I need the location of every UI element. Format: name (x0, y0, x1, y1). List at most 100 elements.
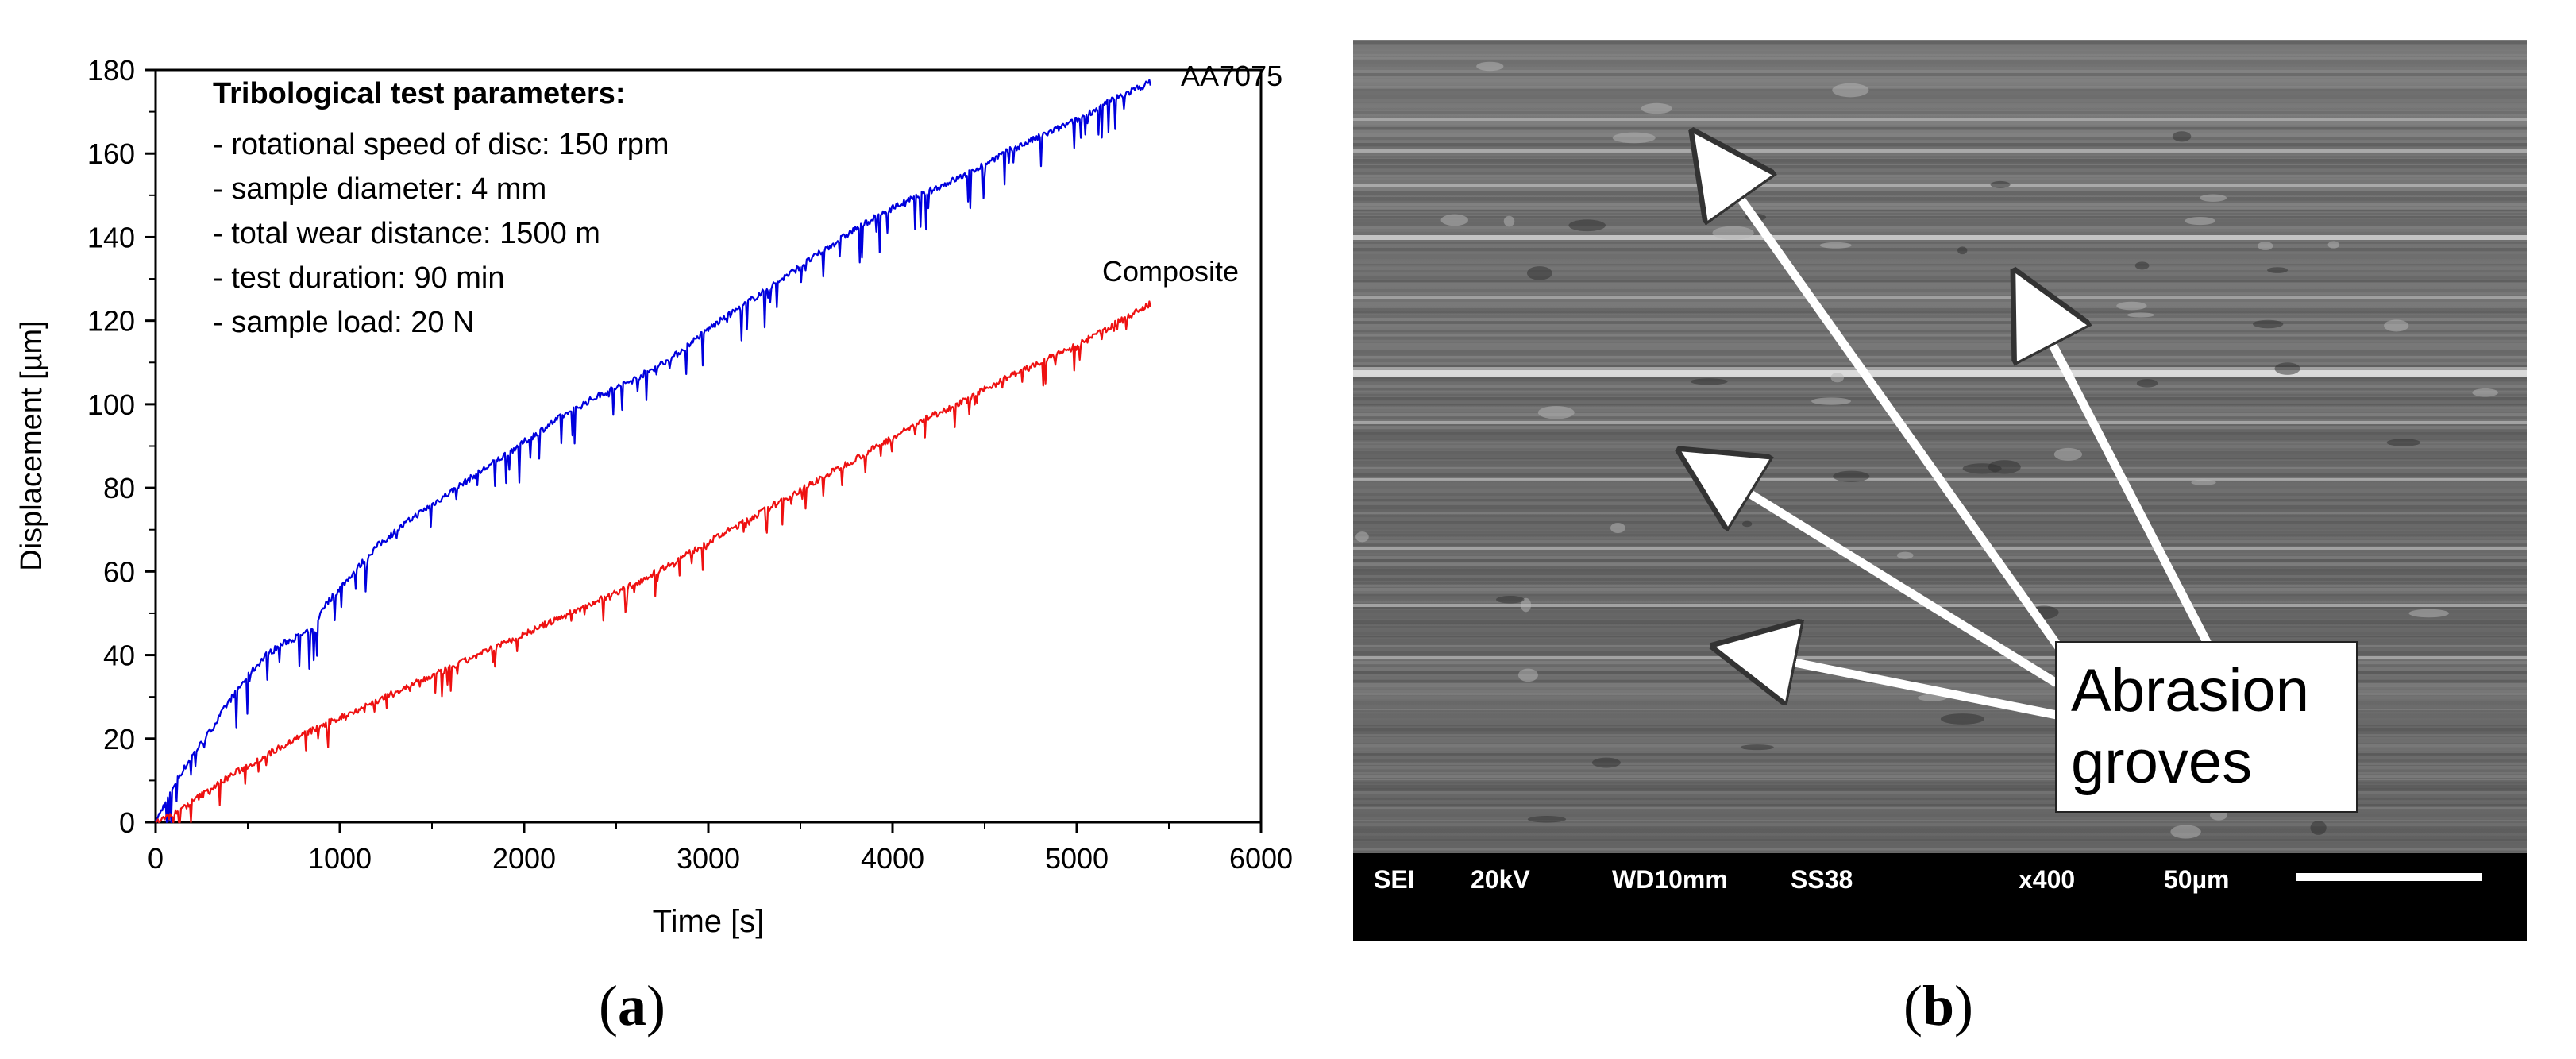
groove-band (1353, 712, 2527, 714)
groove-band (1353, 810, 2527, 813)
arrow (1701, 143, 2069, 659)
groove-band (1353, 127, 2527, 130)
groove-band (1353, 559, 2527, 563)
groove-band (1353, 283, 2527, 287)
surface-particle (1833, 470, 1870, 482)
sem-info-bar-text: SEI 20kV WD10mm SS38 x400 50µm (1374, 865, 2229, 894)
groove-band (1353, 232, 2527, 236)
groove-band (1353, 229, 2527, 231)
surface-particle (2472, 388, 2498, 397)
groove-band (1353, 683, 2527, 687)
y-tick-label: 140 (87, 221, 135, 253)
groove-band (1353, 769, 2527, 773)
groove-band (1353, 528, 2527, 530)
groove-band (1353, 289, 2527, 293)
svg-text:(b): (b) (1903, 974, 1973, 1038)
groove-band (1353, 578, 2527, 582)
series-label-composite: Composite (1102, 255, 1239, 288)
x-tick-label: 1000 (308, 842, 372, 875)
groove-band (1353, 334, 2527, 337)
annotation-line: - rotational speed of disc: 150 rpm (213, 128, 669, 161)
groove-band (1353, 461, 2527, 465)
groove-band (1353, 594, 2527, 597)
groove-band (1353, 588, 2527, 592)
groove-band (1353, 626, 2527, 628)
groove-band (1353, 51, 2527, 54)
groove-band (1353, 791, 2527, 794)
groove-band (1353, 391, 2527, 393)
x-ticks: 0 1000 2000 3000 4000 5000 6000 (148, 822, 1293, 875)
sem-info-bar (1353, 853, 2527, 941)
surface-particle (2386, 439, 2421, 446)
groove-band (1353, 254, 2527, 258)
groove-band (1353, 448, 2527, 450)
groove-band (1353, 41, 2527, 45)
groove-band (1353, 321, 2527, 324)
groove-band (1353, 397, 2527, 401)
groove-highlight (1353, 547, 2527, 550)
svg-text:(a): (a) (599, 974, 665, 1038)
groove-highlight (1353, 367, 2527, 370)
callout-text-line1: Abrasion (2071, 657, 2309, 725)
groove-band (1353, 553, 2527, 556)
groove-band (1353, 92, 2527, 95)
groove-band (1353, 801, 2527, 803)
surface-particle (1612, 132, 1656, 144)
surface-particle (2200, 194, 2227, 202)
surface-particle (1740, 744, 1774, 751)
groove-band (1353, 620, 2527, 624)
groove-band (1353, 337, 2527, 340)
groove-band (1353, 137, 2527, 141)
groove-band (1353, 756, 2527, 760)
groove-band (1353, 308, 2527, 311)
groove-band (1353, 346, 2527, 350)
surface-particle (1610, 522, 1625, 534)
groove-band (1353, 648, 2527, 652)
surface-particle (2257, 242, 2273, 250)
annotation-title: Tribological test parameters: (213, 77, 626, 110)
groove-band (1353, 245, 2527, 248)
surface-particle (1741, 520, 1753, 528)
surface-particle (1476, 61, 1504, 72)
groove-band (1353, 737, 2527, 740)
groove-band (1353, 226, 2527, 230)
y-tick-label: 80 (103, 472, 135, 504)
groove-band (1353, 400, 2527, 404)
groove-band (1353, 642, 2527, 645)
surface-particle (2191, 479, 2216, 485)
groove-band (1353, 543, 2527, 546)
groove-band (1353, 518, 2527, 522)
groove-band (1353, 216, 2527, 219)
groove-band (1353, 534, 2527, 537)
groove-band (1353, 191, 2527, 195)
groove-band (1353, 130, 2527, 133)
groove-band (1353, 73, 2527, 77)
surface-particle (1830, 373, 1845, 383)
groove-band (1353, 451, 2527, 454)
series-label-aa7075: AA7075 (1181, 60, 1282, 92)
arrow (1691, 458, 2059, 687)
arrow (2021, 284, 2212, 646)
groove-band (1353, 353, 2527, 356)
surface-particle (2172, 131, 2192, 142)
surface-particle (2252, 319, 2284, 329)
groove-band (1353, 385, 2527, 388)
groove-band (1353, 454, 2527, 458)
groove-band (1353, 728, 2527, 732)
x-tick-label: 5000 (1045, 842, 1109, 875)
groove-band (1353, 257, 2527, 260)
groove-band (1353, 99, 2527, 102)
groove-band (1353, 709, 2527, 711)
groove-band (1353, 410, 2527, 413)
surface-particle (1832, 83, 1869, 98)
surface-particle (1591, 757, 1621, 768)
groove-band (1353, 222, 2527, 226)
groove-highlight (1353, 184, 2527, 187)
groove-band (1353, 111, 2527, 114)
groove-band (1353, 60, 2527, 64)
y-tick-label: 100 (87, 388, 135, 421)
groove-band (1353, 114, 2527, 117)
surface-particle (1712, 226, 1754, 240)
groove-band (1353, 153, 2527, 155)
